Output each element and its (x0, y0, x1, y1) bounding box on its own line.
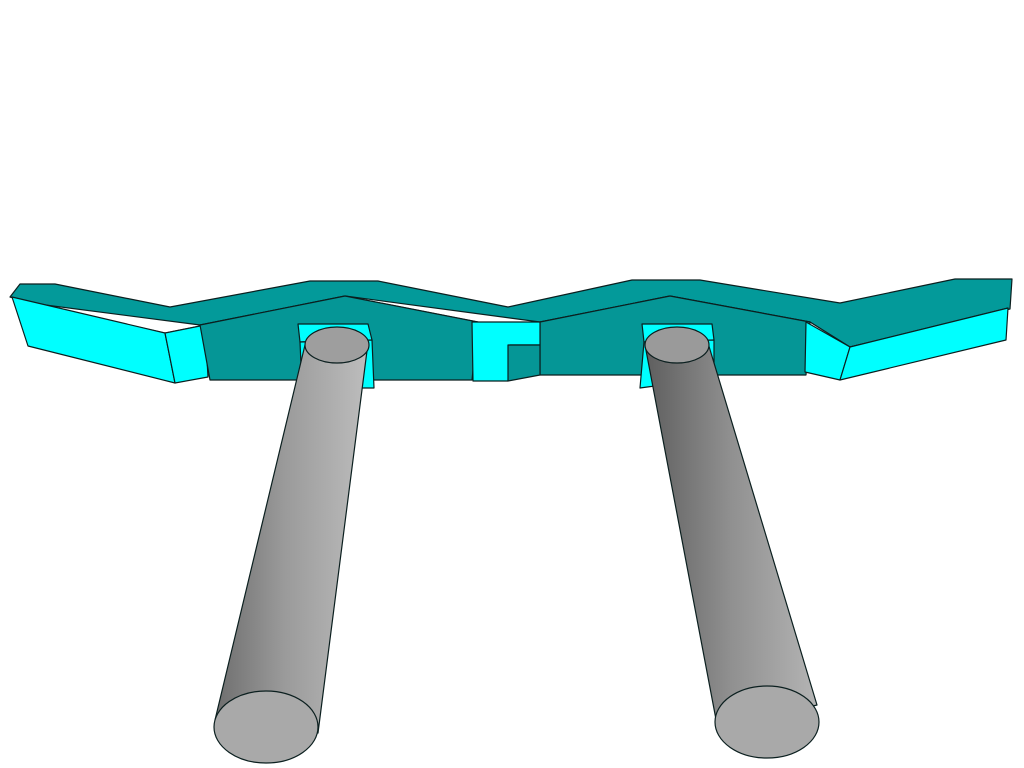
cylinder-right[interactable] (644, 326, 820, 759)
cylinder-right-end-cap (714, 685, 820, 759)
cylinder-left[interactable] (213, 326, 370, 764)
cylinder-right-top-cap (644, 326, 710, 364)
cylinder-left-top-cap (304, 326, 370, 364)
cylinder-left-end-cap (213, 690, 319, 764)
zigzag-beam[interactable] (9, 278, 1013, 384)
cylinder-left-body (214, 342, 369, 734)
cylinder-right-body (644, 342, 818, 731)
beam-front-center-2 (507, 344, 541, 382)
beam-front-left-2 (164, 324, 209, 384)
beam-front-right-2 (839, 307, 1009, 381)
beam-top-face (9, 278, 1013, 348)
